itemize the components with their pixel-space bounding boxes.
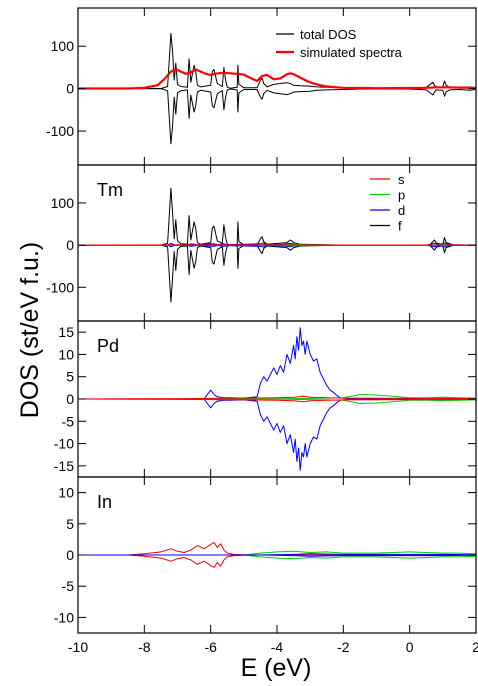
legend-label-s: s [398,172,405,187]
y-tick-label: -10 [54,609,74,625]
x-tick-label: -2 [337,639,350,655]
legend-label-d: d [398,203,405,218]
y-tick-label: 0 [66,547,74,563]
panel-frame [77,476,477,634]
panel-label-tm: Tm [97,180,123,200]
y-tick-label: 10 [58,346,74,362]
x-tick-label: 2 [472,639,478,655]
legend-label-total-dos: total DOS [300,27,357,42]
panel-frame [77,7,477,166]
series-line-p [78,394,476,400]
x-axis-label: E (eV) [241,654,312,682]
series-line-f [78,187,476,246]
series-line-simulated-spectra [78,68,476,90]
series-line-p-mirror [78,554,476,560]
y-tick-label: -10 [54,436,74,452]
x-tick-label: -6 [204,639,217,655]
y-tick-label: -100 [46,279,74,295]
y-tick-label: -5 [62,413,75,429]
y-tick-label: 0 [66,237,74,253]
y-tick-label: 10 [58,485,74,501]
series-line-total-dos [78,33,476,90]
series-line-s-mirror [78,398,476,403]
panel-data [78,187,476,303]
panel-data [78,542,476,568]
series-line-s [78,542,476,556]
panel-total: -100 0 100 total DOS simulated spectra [46,7,477,166]
y-tick-label: 0 [66,391,74,407]
series-line-p-mirror [78,398,476,404]
series-line-f-mirror [78,244,476,303]
y-tick-label: 0 [66,81,74,97]
panel-data [78,33,476,145]
series-line-total-dos-mirror [78,88,476,145]
y-tick-label: -100 [46,123,74,139]
legend-label-p: p [398,188,405,203]
x-tick-label: 0 [406,639,414,655]
x-tick-label: -10 [68,639,88,655]
legend-label-f: f [398,219,402,234]
y-tick-label: 5 [66,516,74,532]
x-tick-label: -4 [271,639,284,655]
panel-data [78,327,476,471]
panel-label-in: In [97,492,112,512]
y-axis-label: DOS (st/eV f.u.) [16,242,44,418]
x-tick-label: -8 [138,639,151,655]
x-axis: -10 -8 -6 -4 -2 0 2 [68,639,478,655]
y-tick-label: -5 [62,578,75,594]
y-tick-label: 100 [51,38,75,54]
series-line-s-mirror [78,554,476,568]
legend-label-simulated-spectra: simulated spectra [300,45,403,60]
series-line-p [78,550,476,556]
series-line-d-mirror [78,398,476,471]
y-tick-label: 15 [58,324,74,340]
y-tick-label: 5 [66,369,74,385]
series-line-d [78,327,476,400]
panel-label-pd: Pd [97,336,119,356]
legend: total DOS simulated spectra [276,27,403,60]
series-line-d-mirror [78,554,476,557]
y-tick-label: 100 [51,195,75,211]
series-line-s [78,395,476,400]
y-tick-label: -15 [54,458,74,474]
panel-in: -10 -5 0 5 10 In [54,476,477,634]
panel-pd: -15 -10 -5 0 5 10 15 Pd [54,320,477,478]
